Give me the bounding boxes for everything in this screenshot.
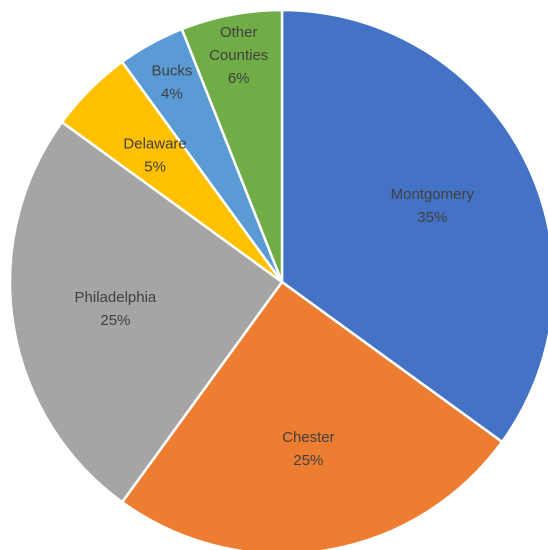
slice-percent-label: 25% [293,452,323,469]
pie-slice-montgomery [280,8,548,444]
slice-label-bucks: Bucks 4% [151,62,192,102]
pie-slice-other-counties [180,8,284,283]
slice-category-label: Counties [209,47,268,64]
slice-category-label: Philadelphia [75,289,157,306]
labels-layer: Montgomery 35% Chester 25% Philadelphia 25% De… [75,24,475,469]
pie-slice-philadelphia [8,120,284,504]
slice-category-label: Other [220,24,258,41]
slice-category-label: Montgomery [391,186,475,203]
slice-category-label: Chester [282,429,335,446]
slice-category-label: Bucks [151,62,192,79]
slice-percent-label: 35% [417,209,447,226]
pie-slice-chester [120,280,504,550]
slice-label-montgomery: Montgomery 35% [391,186,475,226]
slice-percent-label: 6% [228,70,250,87]
slice-label-chester: Chester 25% [282,429,335,469]
slice-label-delaware: Delaware 5% [123,136,186,176]
slice-percent-label: 5% [144,159,166,176]
slice-percent-label: 25% [100,312,130,329]
slice-percent-label: 4% [161,85,183,102]
slices-layer [8,8,548,550]
slice-label-other-counties: Other Counties 6% [209,24,268,87]
slice-label-philadelphia: Philadelphia 25% [75,289,157,329]
slice-category-label: Delaware [123,136,186,153]
